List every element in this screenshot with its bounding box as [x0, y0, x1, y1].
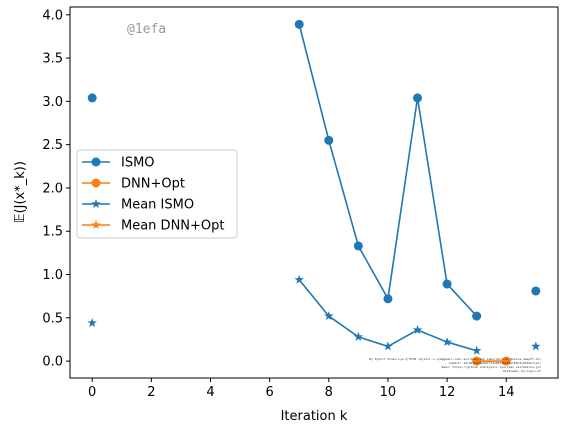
x-axis-ticks: 0 2 4 6 8 10 12 14 [88, 378, 515, 400]
data-point-circle [472, 311, 482, 321]
x-tick-label: 2 [147, 385, 155, 400]
data-point-circle [383, 294, 393, 304]
legend-swatch-star [91, 220, 101, 230]
x-tick-label: 0 [88, 385, 96, 400]
credit-line: Repo: https://github.com/kjetil-lye/ismo… [442, 365, 542, 369]
credit-block: By Kjetil Olsen Lye @ ETHZ <kjetil.o.lye… [369, 357, 541, 373]
y-tick-label: 2.5 [42, 138, 63, 153]
y-tick-label: 2.0 [42, 181, 63, 196]
data-point-circle [324, 135, 334, 145]
legend-item-dnn-opt: DNN+Opt [82, 177, 185, 192]
credit-line: By Kjetil Olsen Lye @ ETHZ <kjetil.o.lye… [369, 357, 541, 361]
series-mean-dnn-opt [471, 356, 511, 366]
legend-box [76, 149, 238, 239]
y-axis-label: 𝔼(J(x*_k)) [13, 161, 28, 223]
y-tick-label: 3.5 [42, 52, 63, 67]
series-ismo [87, 19, 541, 321]
y-axis-ticks: 0.0 0.5 1.0 1.5 2.0 2.5 3.0 3.5 4.0 [42, 8, 70, 370]
data-point-star [294, 274, 304, 284]
y-tick-label: 0.5 [42, 311, 63, 326]
data-point-star [412, 324, 423, 334]
y-tick-label: 4.0 [42, 8, 63, 23]
legend-label: DNN+Opt [121, 177, 185, 192]
x-axis-label: Iteration k [281, 409, 348, 424]
legend-item-mean-dnn-opt: Mean DNN+Opt [82, 219, 225, 234]
x-tick-label: 8 [325, 385, 333, 400]
data-point-star [531, 341, 541, 351]
legend-label: Mean ISMO [121, 198, 194, 213]
credit-line: Commit: 1efa9f44f8b93ff14d0070b2f9e7b8c4… [449, 361, 541, 365]
legend-label: Mean DNN+Opt [121, 219, 225, 234]
data-point-circle [531, 286, 541, 296]
series-mean-ismo [87, 274, 541, 355]
data-point-circle [294, 19, 304, 29]
data-point-star [501, 356, 511, 366]
legend-item-ismo: ISMO [82, 156, 155, 171]
data-point-star [324, 311, 334, 321]
y-tick-label: 1.0 [42, 268, 63, 283]
x-tick-label: 4 [206, 385, 214, 400]
data-point-star [87, 318, 97, 328]
data-point-star [442, 337, 452, 347]
x-tick-label: 14 [498, 385, 515, 400]
legend-swatch-circle [91, 178, 101, 188]
data-point-star [471, 345, 482, 355]
y-tick-label: 3.0 [42, 95, 63, 110]
x-tick-label: 6 [265, 385, 273, 400]
data-point-star [353, 331, 364, 341]
watermark-text: @1efa [127, 22, 166, 37]
y-tick-label: 0.0 [42, 355, 63, 370]
series-layer [87, 19, 541, 366]
credit-line: Hostname: eu-login-27 [503, 369, 541, 373]
y-tick-label: 1.5 [42, 225, 63, 240]
data-point-circle [87, 93, 97, 103]
x-tick-label: 12 [439, 385, 456, 400]
data-point-circle [353, 241, 363, 251]
legend: ISMO DNN+Opt Mean ISMO Mean DNN+Opt [76, 149, 238, 239]
legend-label: ISMO [121, 156, 155, 171]
legend-swatch-circle [91, 157, 101, 167]
legend-item-mean-ismo: Mean ISMO [82, 198, 194, 213]
data-point-star [471, 356, 482, 366]
data-point-star [383, 341, 393, 351]
plot-frame [69, 6, 559, 379]
data-point-circle [442, 279, 452, 289]
data-point-circle [413, 93, 423, 103]
legend-swatch-star [91, 199, 101, 209]
x-tick-label: 10 [380, 385, 397, 400]
